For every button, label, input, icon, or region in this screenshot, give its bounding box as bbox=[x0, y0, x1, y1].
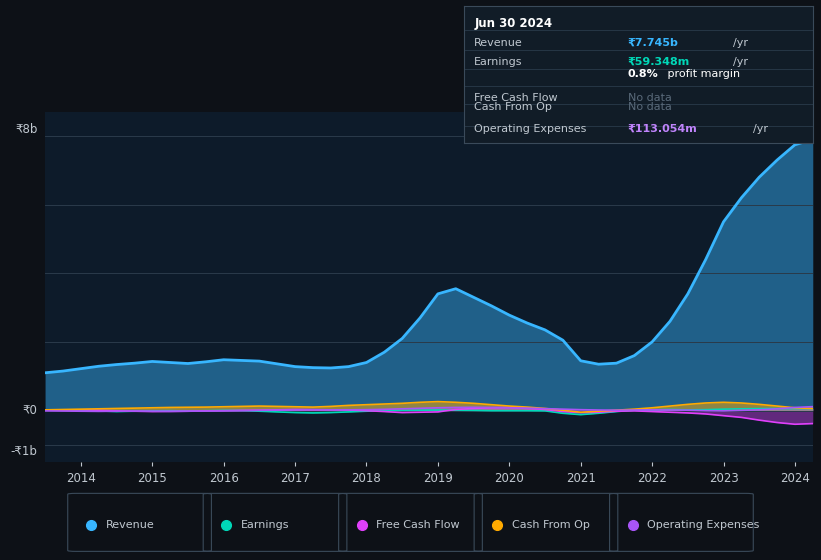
Text: ₹7.745b: ₹7.745b bbox=[628, 38, 679, 48]
Text: No data: No data bbox=[628, 102, 672, 112]
Text: profit margin: profit margin bbox=[664, 69, 741, 79]
Text: -₹1b: -₹1b bbox=[11, 445, 38, 458]
Text: Cash From Op: Cash From Op bbox=[475, 102, 553, 112]
Text: Free Cash Flow: Free Cash Flow bbox=[376, 520, 460, 530]
Text: ₹59.348m: ₹59.348m bbox=[628, 57, 690, 67]
Text: Operating Expenses: Operating Expenses bbox=[475, 124, 587, 134]
Text: /yr: /yr bbox=[732, 38, 748, 48]
Text: /yr: /yr bbox=[754, 124, 768, 134]
Text: /yr: /yr bbox=[732, 57, 748, 67]
Text: Revenue: Revenue bbox=[475, 38, 523, 48]
Text: ₹113.054m: ₹113.054m bbox=[628, 124, 698, 134]
Text: 0.8%: 0.8% bbox=[628, 69, 658, 79]
Text: No data: No data bbox=[628, 92, 672, 102]
Text: ₹8b: ₹8b bbox=[15, 123, 38, 136]
Text: ₹0: ₹0 bbox=[23, 404, 38, 417]
Text: Free Cash Flow: Free Cash Flow bbox=[475, 92, 558, 102]
Text: Operating Expenses: Operating Expenses bbox=[647, 520, 759, 530]
Text: Earnings: Earnings bbox=[475, 57, 523, 67]
Text: Earnings: Earnings bbox=[241, 520, 290, 530]
Text: Revenue: Revenue bbox=[105, 520, 154, 530]
Text: Cash From Op: Cash From Op bbox=[512, 520, 589, 530]
Text: Jun 30 2024: Jun 30 2024 bbox=[475, 17, 553, 30]
